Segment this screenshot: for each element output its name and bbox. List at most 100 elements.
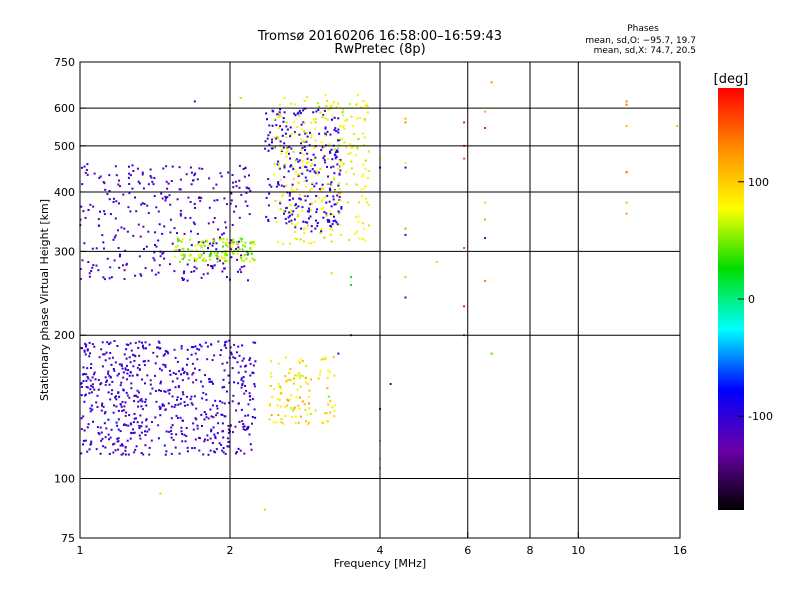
data-point	[212, 187, 215, 190]
data-point	[314, 121, 317, 124]
data-point	[104, 411, 107, 413]
data-point	[484, 237, 487, 240]
data-point	[138, 340, 141, 343]
data-point	[221, 233, 224, 236]
data-point	[141, 345, 144, 348]
data-point	[122, 193, 125, 196]
data-point	[347, 153, 350, 155]
data-point	[127, 344, 130, 346]
data-point	[299, 166, 302, 169]
data-point	[294, 224, 297, 227]
data-point	[297, 214, 300, 217]
data-point	[198, 449, 201, 452]
data-point	[208, 206, 211, 209]
data-point	[194, 258, 197, 261]
data-point	[327, 175, 329, 178]
data-point	[198, 369, 201, 372]
data-point	[110, 428, 113, 431]
data-point	[299, 198, 302, 201]
data-point	[269, 403, 272, 406]
data-point	[111, 356, 114, 359]
data-point	[244, 241, 247, 244]
data-point	[264, 140, 267, 143]
data-point	[337, 131, 340, 134]
data-point	[212, 426, 215, 429]
data-point	[240, 408, 243, 411]
data-point	[157, 340, 160, 343]
data-point	[211, 442, 214, 444]
data-point	[292, 178, 295, 181]
data-point	[285, 136, 288, 139]
data-point	[304, 176, 307, 179]
data-point	[89, 352, 91, 355]
data-point	[310, 225, 313, 228]
data-point	[306, 227, 309, 230]
data-point	[165, 197, 167, 200]
data-point	[341, 125, 344, 128]
data-point	[197, 253, 200, 256]
data-point	[82, 373, 84, 376]
data-point	[190, 270, 193, 273]
data-point	[139, 399, 142, 402]
data-point	[97, 224, 100, 227]
data-point	[172, 372, 175, 374]
data-point	[192, 221, 195, 224]
data-point	[196, 358, 199, 361]
data-point	[306, 152, 309, 155]
data-point	[293, 190, 296, 193]
data-point	[83, 373, 86, 375]
data-point	[236, 361, 239, 364]
data-point	[140, 425, 143, 428]
data-point	[254, 360, 257, 363]
data-point	[82, 415, 85, 418]
data-point	[178, 452, 181, 455]
data-point	[103, 247, 105, 250]
data-point	[185, 427, 188, 430]
data-point	[338, 173, 341, 176]
data-point	[189, 253, 192, 256]
data-point	[138, 364, 141, 366]
data-point	[183, 270, 186, 273]
data-point	[86, 426, 89, 429]
data-point	[111, 389, 114, 392]
data-point	[136, 167, 139, 170]
data-point	[277, 181, 280, 183]
data-point	[314, 146, 317, 149]
data-point	[215, 254, 218, 257]
data-point	[463, 305, 466, 308]
data-point	[263, 508, 266, 511]
data-point	[330, 118, 333, 121]
data-point	[204, 259, 207, 262]
data-point	[294, 415, 297, 418]
data-point	[181, 391, 184, 394]
data-point	[282, 120, 285, 123]
data-point	[177, 240, 179, 243]
data-point	[195, 407, 198, 410]
data-point	[295, 203, 297, 206]
data-point	[203, 418, 206, 421]
data-point	[289, 368, 292, 371]
data-point	[151, 421, 153, 423]
data-point	[237, 240, 240, 243]
data-point	[95, 247, 98, 250]
data-point	[249, 189, 252, 192]
data-point	[271, 396, 274, 398]
data-point	[91, 247, 94, 250]
data-point	[277, 383, 280, 386]
data-point	[209, 242, 211, 245]
data-point	[226, 245, 229, 248]
data-point	[240, 238, 243, 240]
data-point	[179, 178, 182, 181]
chart-title: Tromsø 20160206 16:58:00–16:59:43	[257, 29, 502, 44]
data-point	[112, 201, 115, 203]
data-point	[176, 360, 179, 363]
data-point	[435, 261, 438, 263]
data-point	[303, 99, 306, 102]
data-point	[122, 452, 125, 455]
data-point	[331, 114, 334, 117]
data-point	[349, 143, 351, 145]
data-point	[221, 449, 224, 452]
data-point	[106, 341, 109, 344]
data-point	[298, 133, 301, 136]
data-point	[215, 404, 218, 407]
